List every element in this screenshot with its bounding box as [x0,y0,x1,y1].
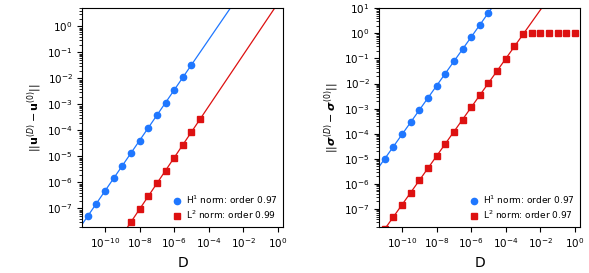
L$^2$ norm: order 0.97: (1e-09, 1.38e-06): order 0.97: (1e-09, 1.38e-06) [416,179,423,182]
Line: H$^1$ norm: order 0.97: H$^1$ norm: order 0.97 [85,62,194,219]
X-axis label: D: D [177,256,188,270]
L$^2$ norm: order 0.97: (1e-10, 1.48e-07): order 0.97: (1e-10, 1.48e-07) [398,203,405,206]
L$^2$ norm: order 0.97: (3.16e-07, 0.000367): order 0.97: (3.16e-07, 0.000367) [459,118,466,121]
L$^2$ norm: order 0.97: (1e-08, 1.29e-05): order 0.97: (1e-08, 1.29e-05) [433,155,440,158]
H$^1$ norm: order 0.97: (1e-08, 4.07e-05): order 0.97: (1e-08, 4.07e-05) [136,139,143,142]
L$^2$ norm: order 0.97: (1e-07, 0.00012): order 0.97: (1e-07, 0.00012) [451,130,458,133]
L$^2$ norm: order 0.99: (1e-08, 9.33e-08): order 0.99: (1e-08, 9.33e-08) [136,207,143,211]
L$^2$ norm: order 0.97: (0.01, 1): order 0.97: (0.01, 1) [537,32,544,35]
Y-axis label: $||\mathbf{u}^{(D)} - \mathbf{u}^{(0)}||$: $||\mathbf{u}^{(D)} - \mathbf{u}^{(0)}||… [26,83,44,152]
H$^1$ norm: order 0.97: (1e-06, 0.708): order 0.97: (1e-06, 0.708) [468,35,475,39]
H$^1$ norm: order 0.97: (1e-10, 4.68e-07): order 0.97: (1e-10, 4.68e-07) [101,189,108,193]
L$^2$ norm: order 0.99: (3.16e-07, 2.85e-06): order 0.99: (3.16e-07, 2.85e-06) [162,169,169,172]
X-axis label: D: D [475,256,485,270]
Line: H$^1$ norm: order 0.97: H$^1$ norm: order 0.97 [382,0,578,162]
H$^1$ norm: order 0.97: (1e-10, 9.33e-05): order 0.97: (1e-10, 9.33e-05) [398,133,405,136]
H$^1$ norm: order 0.97: (3.16e-11, 1.53e-07): order 0.97: (3.16e-11, 1.53e-07) [93,202,100,205]
L$^2$ norm: order 0.99: (1e-05, 8.71e-05): order 0.99: (1e-05, 8.71e-05) [188,130,195,133]
H$^1$ norm: order 0.97: (3.16e-09, 0.00266): order 0.97: (3.16e-09, 0.00266) [425,96,432,100]
H$^1$ norm: order 0.97: (1e-06, 0.00355): order 0.97: (1e-06, 0.00355) [171,88,178,92]
L$^2$ norm: order 0.97: (0.316, 1): order 0.97: (0.316, 1) [562,32,570,35]
L$^2$ norm: order 0.97: (0.00316, 1): order 0.97: (0.00316, 1) [528,32,535,35]
L$^2$ norm: order 0.99: (3.16e-06, 2.79e-05): order 0.99: (3.16e-06, 2.79e-05) [179,143,186,147]
L$^2$ norm: order 0.97: (1e-05, 0.0105): order 0.97: (1e-05, 0.0105) [485,81,492,85]
L$^2$ norm: order 0.97: (1e-06, 0.00112): order 0.97: (1e-06, 0.00112) [468,106,475,109]
H$^1$ norm: order 0.97: (1e-07, 0.00038): order 0.97: (1e-07, 0.00038) [153,114,160,117]
H$^1$ norm: order 0.97: (1e-07, 0.0759): order 0.97: (1e-07, 0.0759) [451,60,458,63]
H$^1$ norm: order 0.97: (3.16e-09, 1.33e-05): order 0.97: (3.16e-09, 1.33e-05) [127,152,134,155]
H$^1$ norm: order 0.97: (3.16e-10, 1.43e-06): order 0.97: (3.16e-10, 1.43e-06) [110,177,117,180]
H$^1$ norm: order 0.97: (3.16e-06, 0.0108): order 0.97: (3.16e-06, 0.0108) [179,76,186,79]
L$^2$ norm: order 0.97: (3.16e-09, 4.22e-06): order 0.97: (3.16e-09, 4.22e-06) [425,167,432,170]
H$^1$ norm: order 0.97: (1e-09, 0.000871): order 0.97: (1e-09, 0.000871) [416,108,423,112]
H$^1$ norm: order 0.97: (3.16e-07, 0.00116): order 0.97: (3.16e-07, 0.00116) [162,101,169,104]
H$^1$ norm: order 0.97: (1e-05, 6.61): order 0.97: (1e-05, 6.61) [485,11,492,14]
L$^2$ norm: order 0.97: (0.000316, 0.299): order 0.97: (0.000316, 0.299) [511,45,518,48]
L$^2$ norm: order 0.97: (0.001, 0.912): order 0.97: (0.001, 0.912) [519,33,527,36]
H$^1$ norm: order 0.97: (3.16e-07, 0.232): order 0.97: (3.16e-07, 0.232) [459,48,466,51]
H$^1$ norm: order 0.97: (3.16e-11, 3.05e-05): order 0.97: (3.16e-11, 3.05e-05) [390,145,397,148]
L$^2$ norm: order 0.99: (3.16e-10, 3.05e-09): order 0.99: (3.16e-10, 3.05e-09) [110,246,117,250]
L$^2$ norm: order 0.99: (3.16e-11, 3.13e-10): order 0.99: (3.16e-11, 3.13e-10) [93,272,100,273]
Y-axis label: $||\boldsymbol{\sigma}^{(D)} - \boldsymbol{\sigma}^{(0)}||$: $||\boldsymbol{\sigma}^{(D)} - \boldsymb… [323,82,342,153]
H$^1$ norm: order 0.97: (1e-05, 0.0331): order 0.97: (1e-05, 0.0331) [188,63,195,67]
L$^2$ norm: order 0.97: (3.16e-05, 0.032): order 0.97: (3.16e-05, 0.032) [494,69,501,72]
L$^2$ norm: order 0.97: (3.16e-08, 3.94e-05): order 0.97: (3.16e-08, 3.94e-05) [442,142,449,146]
L$^2$ norm: order 0.97: (3.16e-06, 0.00343): order 0.97: (3.16e-06, 0.00343) [477,94,484,97]
H$^1$ norm: order 0.97: (1e-11, 5.01e-08): order 0.97: (1e-11, 5.01e-08) [84,215,91,218]
L$^2$ norm: order 0.97: (0.1, 1): order 0.97: (0.1, 1) [554,32,561,35]
Line: L$^2$ norm: order 0.99: L$^2$ norm: order 0.99 [85,116,203,273]
L$^2$ norm: order 0.97: (0.0316, 1): order 0.97: (0.0316, 1) [545,32,552,35]
L$^2$ norm: order 0.99: (3.16e-09, 2.99e-08): order 0.99: (3.16e-09, 2.99e-08) [127,220,134,224]
H$^1$ norm: order 0.97: (3.16e-08, 0.000124): order 0.97: (3.16e-08, 0.000124) [145,126,152,130]
L$^2$ norm: order 0.99: (3.16e-08, 2.92e-07): order 0.99: (3.16e-08, 2.92e-07) [145,195,152,198]
Legend: H$^1$ norm: order 0.97, L$^2$ norm: order 0.97: H$^1$ norm: order 0.97, L$^2$ norm: orde… [469,193,575,222]
H$^1$ norm: order 0.97: (3.16e-06, 2.16): order 0.97: (3.16e-06, 2.16) [477,23,484,26]
L$^2$ norm: order 0.99: (1e-06, 8.91e-06): order 0.99: (1e-06, 8.91e-06) [171,156,178,159]
Legend: H$^1$ norm: order 0.97, L$^2$ norm: order 0.99: H$^1$ norm: order 0.97, L$^2$ norm: orde… [171,193,279,222]
L$^2$ norm: order 0.99: (3.16e-05, 0.000272): order 0.99: (3.16e-05, 0.000272) [197,117,204,121]
H$^1$ norm: order 0.97: (1e-08, 0.00813): order 0.97: (1e-08, 0.00813) [433,84,440,87]
H$^1$ norm: order 0.97: (3.16e-10, 0.000285): order 0.97: (3.16e-10, 0.000285) [407,121,414,124]
H$^1$ norm: order 0.97: (3.16e-05, 20.2): order 0.97: (3.16e-05, 20.2) [494,0,501,2]
L$^2$ norm: order 0.97: (0.0001, 0.0977): order 0.97: (0.0001, 0.0977) [502,57,509,60]
L$^2$ norm: order 0.99: (1e-10, 9.77e-10): order 0.99: (1e-10, 9.77e-10) [101,259,108,262]
L$^2$ norm: order 0.97: (3.16e-10, 4.52e-07): order 0.97: (3.16e-10, 4.52e-07) [407,191,414,194]
H$^1$ norm: order 0.97: (3.16e-08, 0.0248): order 0.97: (3.16e-08, 0.0248) [442,72,449,75]
L$^2$ norm: order 0.97: (1, 1): order 0.97: (1, 1) [571,32,578,35]
L$^2$ norm: order 0.99: (1e-09, 9.55e-09): order 0.99: (1e-09, 9.55e-09) [119,233,126,237]
L$^2$ norm: order 0.97: (1e-11, 1.58e-08): order 0.97: (1e-11, 1.58e-08) [381,227,388,231]
H$^1$ norm: order 0.97: (1e-11, 1e-05): order 0.97: (1e-11, 1e-05) [381,157,388,161]
H$^1$ norm: order 0.97: (1e-09, 4.37e-06): order 0.97: (1e-09, 4.37e-06) [119,164,126,167]
L$^2$ norm: order 0.97: (3.16e-11, 4.84e-08): order 0.97: (3.16e-11, 4.84e-08) [390,215,397,219]
L$^2$ norm: order 0.99: (1e-07, 9.12e-07): order 0.99: (1e-07, 9.12e-07) [153,182,160,185]
Line: L$^2$ norm: order 0.97: L$^2$ norm: order 0.97 [382,30,578,232]
